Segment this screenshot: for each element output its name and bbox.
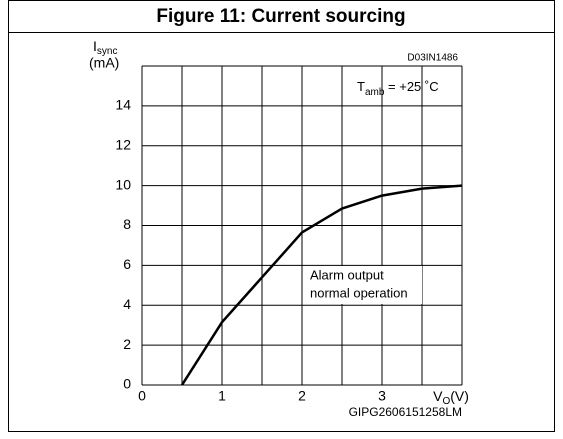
- annotation-bg: [304, 266, 422, 304]
- x-label: VO(V): [433, 388, 469, 407]
- y-tick-label: 4: [123, 296, 131, 312]
- x-label-main: V: [433, 388, 443, 404]
- frame: [8, 0, 555, 432]
- y-unit: (mA): [89, 55, 119, 71]
- y-tick-label: 12: [115, 136, 131, 152]
- x-tick-label: 0: [138, 388, 146, 404]
- y-tick-label: 8: [123, 216, 131, 232]
- y-label-main: I: [93, 38, 97, 54]
- y-tick-label: 14: [115, 97, 131, 113]
- condition: Tamb = +25 ˚C: [357, 79, 439, 97]
- x-tick-label: 3: [378, 388, 386, 404]
- y-tick-label: 10: [115, 176, 131, 192]
- x-tick-label: 1: [218, 388, 226, 404]
- condition-sub: amb: [365, 87, 385, 98]
- code: D03IN1486: [407, 53, 458, 64]
- y-tick-label: 0: [123, 376, 131, 392]
- x-tick-label: 2: [298, 388, 306, 404]
- annotation: Alarm output: [310, 267, 384, 282]
- x-label-unit: (V): [450, 388, 469, 404]
- y-label-sub: sync: [97, 46, 118, 57]
- y-label: Isync: [93, 38, 117, 57]
- chart-title: Figure 11: Current sourcing: [156, 6, 405, 27]
- annotation: normal operation: [310, 285, 408, 300]
- y-tick-label: 2: [123, 336, 131, 352]
- condition-main: T: [357, 79, 365, 94]
- y-tick-label: 6: [123, 256, 131, 272]
- data-line: [180, 184, 463, 386]
- x-label-sub: O: [442, 396, 450, 407]
- footer: GIPG2606151258LM: [349, 405, 462, 419]
- condition-rest: = +25 ˚C: [384, 79, 438, 94]
